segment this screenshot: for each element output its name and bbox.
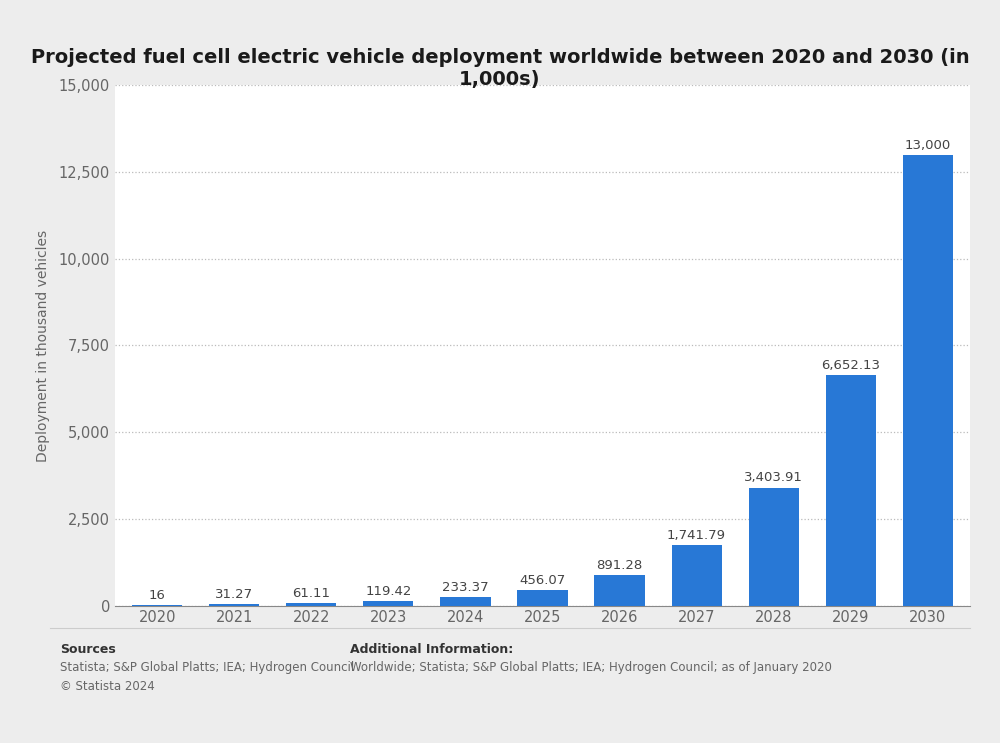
Bar xyxy=(363,601,413,606)
Bar xyxy=(209,605,259,606)
Y-axis label: Deployment in thousand vehicles: Deployment in thousand vehicles xyxy=(36,230,50,461)
Bar xyxy=(903,155,953,606)
Text: 3,403.91: 3,403.91 xyxy=(744,471,803,484)
Bar xyxy=(749,487,799,606)
Text: 233.37: 233.37 xyxy=(442,581,489,594)
Text: 1,741.79: 1,741.79 xyxy=(667,529,726,542)
Text: 119.42: 119.42 xyxy=(365,585,412,598)
Text: 6,652.13: 6,652.13 xyxy=(821,359,880,372)
Text: 456.07: 456.07 xyxy=(519,574,566,587)
Text: Projected fuel cell electric vehicle deployment worldwide between 2020 and 2030 : Projected fuel cell electric vehicle dep… xyxy=(31,48,969,89)
Text: 31.27: 31.27 xyxy=(215,588,253,601)
Bar xyxy=(517,590,568,606)
Text: Statista; S&P Global Platts; IEA; Hydrogen Council: Statista; S&P Global Platts; IEA; Hydrog… xyxy=(60,661,354,674)
Text: Sources: Sources xyxy=(60,643,116,655)
Text: © Statista 2024: © Statista 2024 xyxy=(60,680,155,692)
Bar xyxy=(440,597,491,606)
Bar xyxy=(826,375,876,606)
Text: 61.11: 61.11 xyxy=(292,587,330,600)
Text: 16: 16 xyxy=(149,589,166,602)
Bar xyxy=(594,574,645,606)
Text: 13,000: 13,000 xyxy=(905,139,951,152)
Bar xyxy=(672,545,722,606)
Text: Additional Information:: Additional Information: xyxy=(350,643,513,655)
Bar xyxy=(286,603,336,606)
Text: 891.28: 891.28 xyxy=(596,559,643,571)
Text: Worldwide; Statista; S&P Global Platts; IEA; Hydrogen Council; as of January 202: Worldwide; Statista; S&P Global Platts; … xyxy=(350,661,832,674)
